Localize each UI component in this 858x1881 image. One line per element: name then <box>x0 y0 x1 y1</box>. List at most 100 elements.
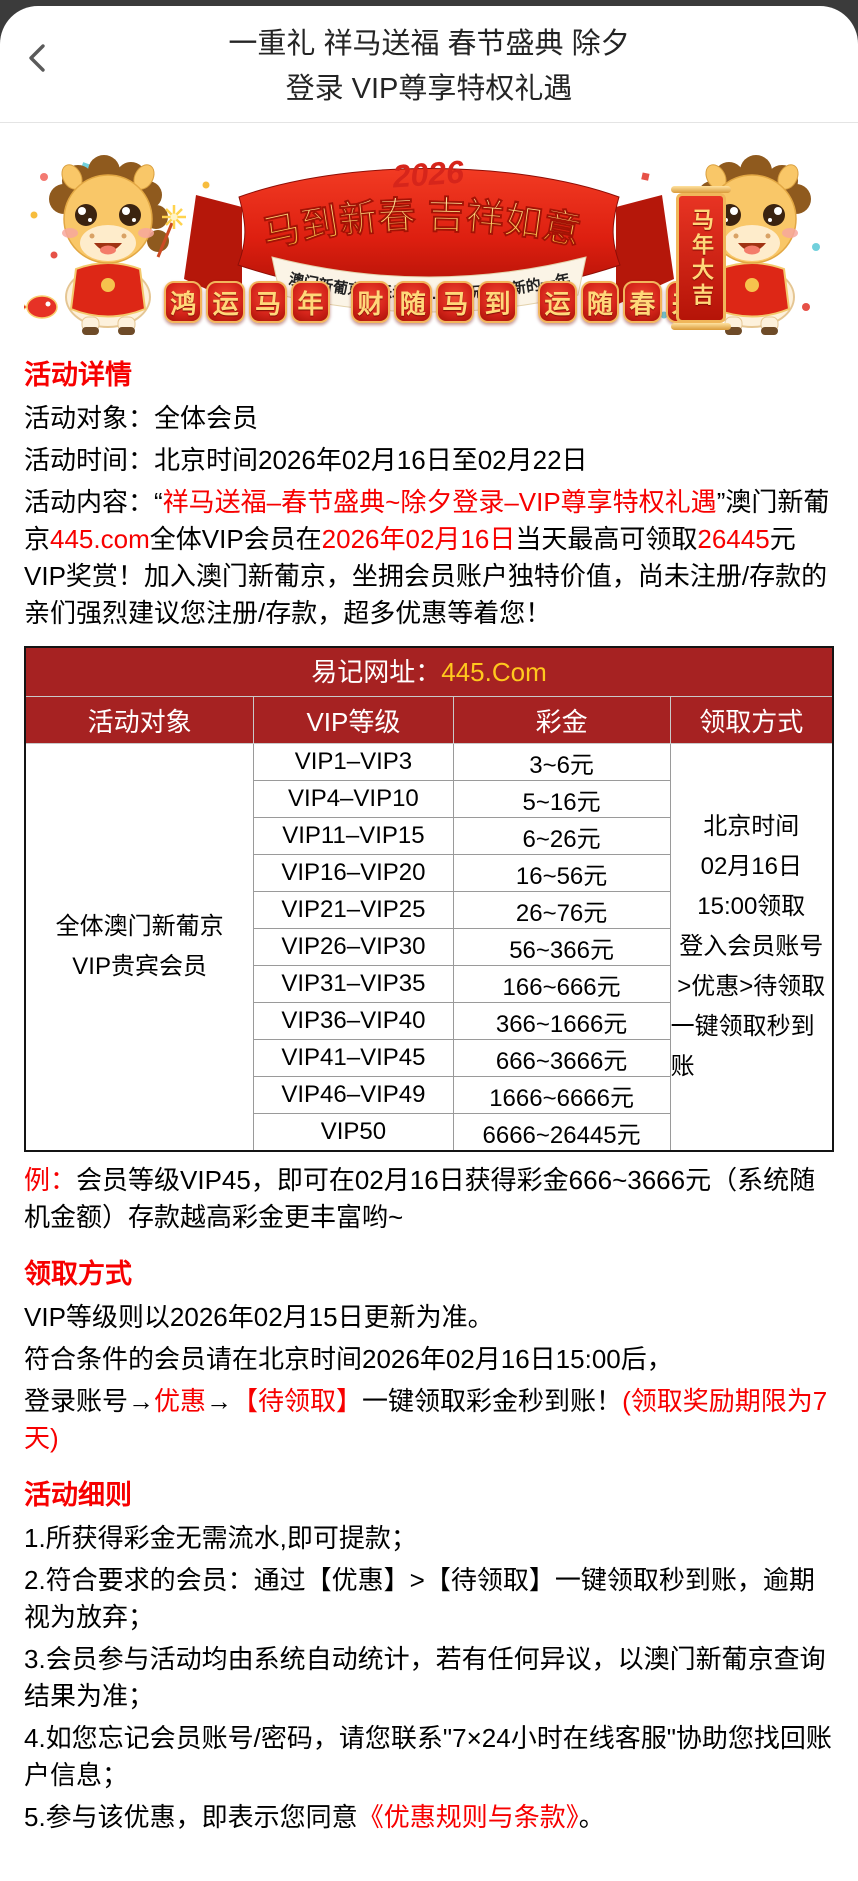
text-segment: 会员等级VIP45，即可在02月16日获得彩金666~3666元（系统随机金额）… <box>24 1165 816 1232</box>
claim-line: 一键领取秒到账 <box>670 1013 815 1080</box>
back-button[interactable] <box>20 40 56 76</box>
blessing-seal <box>521 297 534 307</box>
blessing-seal: 财 <box>351 281 390 323</box>
audience-line: 活动对象：全体会员 <box>24 400 834 437</box>
claim-line: 北京时间 <box>703 813 800 840</box>
table-cell-vip-level: VIP11–VIP15 <box>254 818 453 854</box>
promo-content: 活动详情 活动对象：全体会员 活动时间：北京时间2026年02月16日至02月2… <box>0 353 858 1881</box>
text-segment: (领取奖励期限为7天) <box>24 1386 828 1453</box>
vip-table-body: 全体澳门新葡京 VIP贵宾会员 北京时间 02月16日 15:00领取 登入会员账号 >优… <box>26 744 832 1150</box>
table-cell-amount: 6666~26445元 <box>453 1114 670 1150</box>
text-segment: 活动内容：“ <box>24 487 163 517</box>
rule-1: 1.所获得彩金无需流水,即可提款； <box>24 1523 417 1553</box>
time-line: 活动时间：北京时间2026年02月16日至02月22日 <box>24 442 834 479</box>
table-cell-vip-level: VIP26–VIP30 <box>254 929 453 965</box>
blessing-seal: 运 <box>206 281 245 323</box>
text-segment: 登录账号→ <box>24 1386 155 1416</box>
blessing-seal: 鸿 <box>164 281 203 323</box>
table-cell-amount: 366~1666元 <box>453 1003 670 1039</box>
banner-year: 2026 <box>390 155 465 195</box>
audience-label: 活动对象： <box>24 403 155 433</box>
table-column-header: VIP等级 <box>254 697 453 743</box>
example-line: 例：会员等级VIP45，即可在02月16日获得彩金666~3666元（系统随机金… <box>24 1162 834 1236</box>
table-cell-target: 全体澳门新葡京 VIP贵宾会员 <box>26 744 254 1150</box>
site-url-link[interactable]: 445.Com <box>441 657 547 687</box>
claim-line: >优惠>待领取 <box>677 973 826 1000</box>
table-cell-amount: 166~666元 <box>453 966 670 1002</box>
details-heading: 活动详情 <box>24 360 132 390</box>
text-segment: 5.参与该优惠，即表示您同意 <box>24 1802 358 1832</box>
text-segment: → <box>206 1386 233 1416</box>
table-cell-vip-level: VIP21–VIP25 <box>254 892 453 928</box>
table-cell-amount: 56~366元 <box>453 929 670 965</box>
blessing-seal <box>334 297 347 307</box>
rule-5: 5.参与该优惠，即表示您同意《优惠规则与条款》。 <box>24 1799 834 1836</box>
blessing-seal: 马 <box>436 281 475 323</box>
table-cell-amount: 6~26元 <box>453 818 670 854</box>
page-title-line2: 登录 VIP尊享特权礼遇 <box>285 73 573 105</box>
time-value: 北京时间2026年02月16日至02月22日 <box>154 445 588 475</box>
table-cell-vip-level: VIP36–VIP40 <box>254 1003 453 1039</box>
time-label: 活动时间： <box>24 445 155 475</box>
claim-line1: VIP等级则以2026年02月15日更新为准。 <box>24 1302 494 1332</box>
table-column-header: 彩金 <box>453 697 670 743</box>
text-segment: 当天最高可领取 <box>515 524 698 554</box>
text-segment: ”澳门新葡京 <box>24 487 830 554</box>
banner-artwork: 马到新春 吉祥如意 2026 澳门新葡京娱乐城445.com祝您在新的一年里 <box>24 155 820 336</box>
table-cell-amount: 666~3666元 <box>453 1040 670 1076</box>
table-header-row: 活动对象 VIP等级 彩金 领取方式 <box>26 697 832 744</box>
table-cell-amount: 16~56元 <box>453 855 670 891</box>
table-cell-vip-level: VIP50 <box>254 1114 453 1150</box>
blessing-seal: 年 <box>291 281 330 323</box>
table-cell-vip-level: VIP16–VIP20 <box>254 855 453 891</box>
scroll-text: 马年大吉 <box>689 208 714 308</box>
table-cell-claim-method: 北京时间 02月16日 15:00领取 登入会员账号 >优惠>待领取 一键领取秒到账 <box>670 744 832 1150</box>
blessing-seal: 随 <box>580 281 620 323</box>
table-column-header: 领取方式 <box>670 697 832 743</box>
url-label: 易记网址： <box>311 657 442 687</box>
text-segment: 2026年02月16日 <box>321 524 516 554</box>
text-segment: 例： <box>24 1165 77 1195</box>
ribbon-banner: 马到新春 吉祥如意 2026 <box>184 155 674 305</box>
page-title: 一重礼 祥马送福 春节盛典 除夕 登录 VIP尊享特权礼遇 <box>70 22 788 112</box>
text-segment: 26445 <box>697 524 770 554</box>
table-cell-amount: 26~76元 <box>453 892 670 928</box>
text-segment: 【待领取】 <box>232 1386 363 1416</box>
text-segment: 优惠 <box>154 1386 207 1416</box>
blessing-seal: 到 <box>478 281 517 323</box>
text-segment: 一键领取彩金秒到账！ <box>362 1386 623 1416</box>
table-cell-amount: 1666~6666元 <box>453 1077 670 1113</box>
text-segment: 祥马送福–春节盛典~除夕登录–VIP尊享特权礼遇 <box>162 487 717 517</box>
claim-line3: 登录账号→优惠→【待领取】一键领取彩金秒到账！(领取奖励期限为7天) <box>24 1383 834 1457</box>
table-url-band: 易记网址：445.Com <box>26 648 832 697</box>
rule-4: 4.如您忘记会员账号/密码，请您联系"7×24小时在线客服"协助您找回账户信息； <box>24 1723 832 1790</box>
blessing-seal: 运 <box>538 281 577 323</box>
table-column-header: 活动对象 <box>26 697 254 743</box>
audience-value: 全体会员 <box>154 403 259 433</box>
claim-line: 15:00领取 <box>697 893 806 920</box>
rules-heading: 活动细则 <box>24 1480 132 1510</box>
page-header: 一重礼 祥马送福 春节盛典 除夕 登录 VIP尊享特权礼遇 <box>0 6 858 123</box>
promo-banner: 马到新春 吉祥如意 2026 澳门新葡京娱乐城445.com祝您在新的一年里 <box>24 155 834 337</box>
text-segment: 元VIP奖赏！加入澳门新葡京，坐拥会员账户独特价值，尚未注册/存款的亲们强烈建议… <box>24 524 828 628</box>
page-sheet: 一重礼 祥马送福 春节盛典 除夕 登录 VIP尊享特权礼遇 <box>0 6 858 1881</box>
horse-mascot-left <box>24 155 186 336</box>
chevron-left-icon <box>29 44 45 72</box>
claim-line: 02月16日 <box>700 853 802 880</box>
rule-2: 2.符合要求的会员：通过【优惠】>【待领取】一键领取秒到账，逾期视为放弃； <box>24 1565 815 1632</box>
table-cell-vip-level: VIP31–VIP35 <box>254 966 453 1002</box>
target-line: VIP贵宾会员 <box>72 953 207 980</box>
text-segment: 。 <box>578 1802 605 1832</box>
table-cell-vip-level: VIP1–VIP3 <box>254 744 453 780</box>
new-year-scroll: 马年大吉 <box>671 186 731 330</box>
table-cell-amount: 5~16元 <box>453 781 670 817</box>
table-cell-vip-level: VIP46–VIP49 <box>254 1077 453 1113</box>
table-cell-vip-level: VIP4–VIP10 <box>254 781 453 817</box>
blessing-seal: 随 <box>393 281 433 323</box>
claim-line2: 符合条件的会员请在北京时间2026年02月16日15:00后， <box>24 1344 673 1374</box>
rule-3: 3.会员参与活动均由系统自动统计，若有任何异议，以澳门新葡京查询结果为准； <box>24 1644 826 1711</box>
table-cell-amount: 3~6元 <box>453 744 670 780</box>
terms-link[interactable]: 《优惠规则与条款》 <box>357 1802 579 1832</box>
vip-reward-table: 易记网址：445.Com 活动对象 VIP等级 彩金 领取方式 全体澳门新葡京 VIP贵… <box>24 646 834 1152</box>
blessing-seal: 春 <box>623 281 662 323</box>
